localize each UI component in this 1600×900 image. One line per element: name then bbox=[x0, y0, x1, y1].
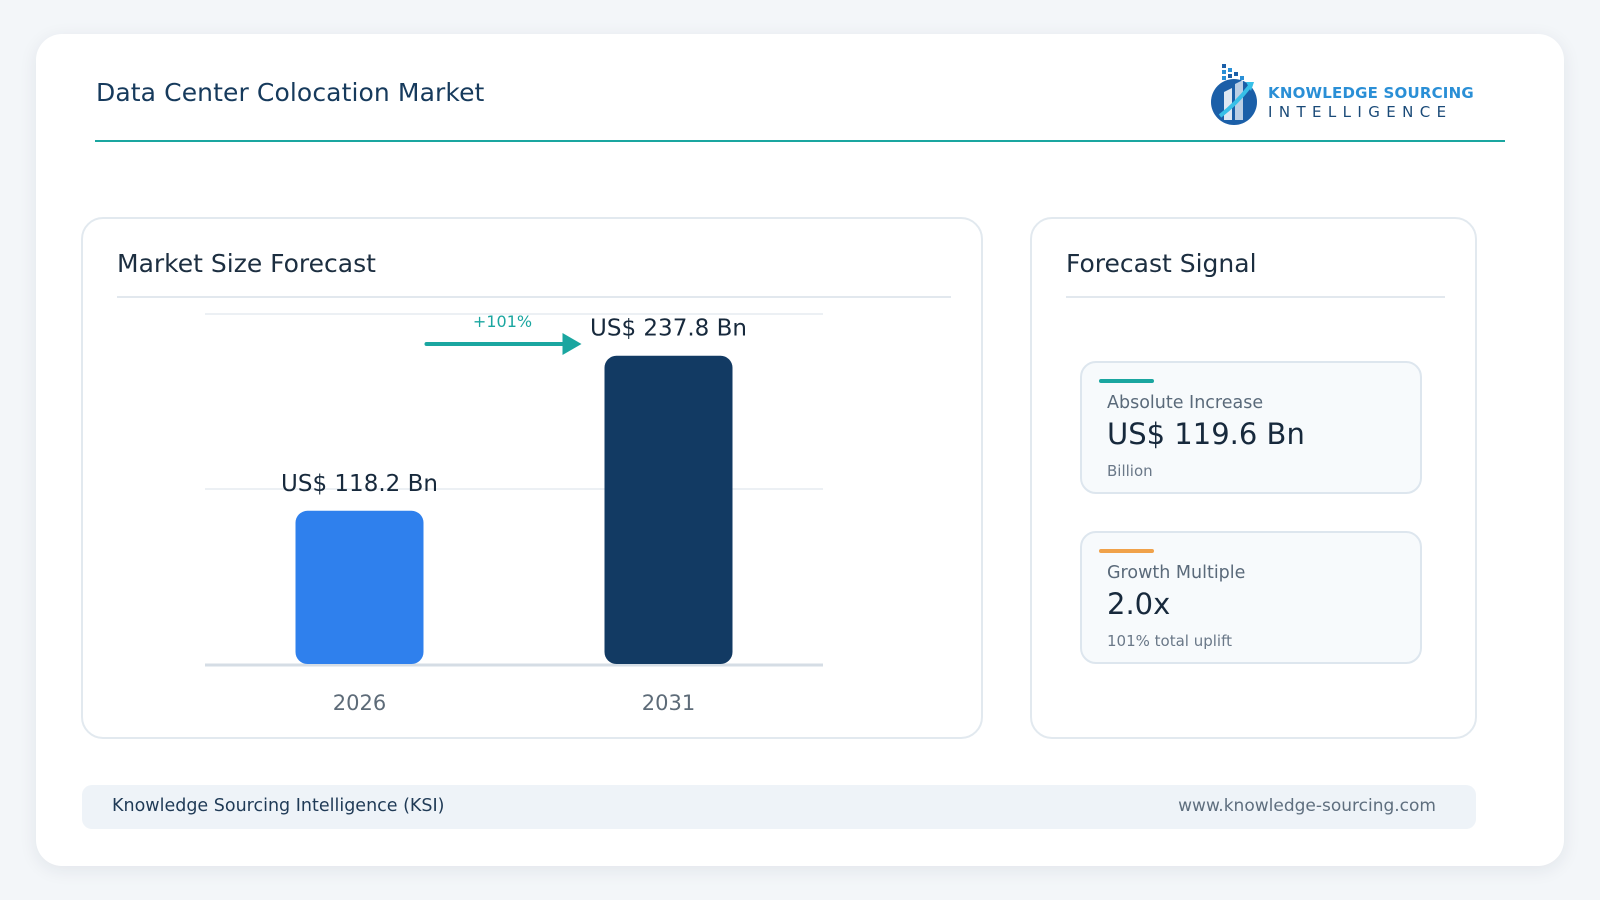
logo-text-primary: KNOWLEDGE SOURCING bbox=[1268, 84, 1474, 102]
growth-annotation-label: +101% bbox=[473, 312, 532, 331]
title-divider bbox=[95, 140, 1505, 142]
footer-company: Knowledge Sourcing Intelligence (KSI) bbox=[112, 796, 445, 816]
growth-multiple-card: Growth Multiple 2.0x 101% total uplift bbox=[1080, 531, 1422, 664]
bar-2031 bbox=[604, 355, 733, 664]
footer-website-link[interactable]: www.knowledge-sourcing.com bbox=[1178, 796, 1436, 816]
forecast-signal-title: Forecast Signal bbox=[1066, 249, 1257, 278]
market-size-divider bbox=[117, 296, 951, 298]
stat-value: US$ 119.6 Bn bbox=[1107, 417, 1305, 451]
market-size-panel: Market Size Forecast US$ 118.2 Bn 2026 US$… bbox=[81, 217, 983, 739]
stat-label: Absolute Increase bbox=[1107, 393, 1264, 413]
stat-accent-bar bbox=[1099, 379, 1154, 383]
stat-accent-bar bbox=[1099, 549, 1154, 553]
ksi-logo: KNOWLEDGE SOURCING INTELLIGENCE bbox=[1210, 60, 1474, 130]
bar-value-label: US$ 118.2 Bn bbox=[281, 471, 438, 497]
stat-sub: Billion bbox=[1107, 462, 1153, 480]
stat-value: 2.0x bbox=[1107, 587, 1171, 621]
absolute-increase-card: Absolute Increase US$ 119.6 Bn Billion bbox=[1080, 361, 1422, 494]
stat-sub: 101% total uplift bbox=[1107, 632, 1232, 650]
footer-bar: Knowledge Sourcing Intelligence (KSI) ww… bbox=[82, 785, 1476, 829]
x-tick-label: 2031 bbox=[642, 691, 695, 715]
page-title: Data Center Colocation Market bbox=[96, 78, 485, 107]
market-size-title: Market Size Forecast bbox=[117, 249, 376, 278]
stat-label: Growth Multiple bbox=[1107, 563, 1246, 583]
forecast-signal-panel: Forecast Signal Absolute Increase US$ 11… bbox=[1030, 217, 1477, 739]
x-tick-label: 2026 bbox=[333, 691, 386, 715]
bar-chart: US$ 118.2 Bn 2026 US$ 237.8 Bn 2031 +101% bbox=[205, 312, 823, 715]
logo-icon bbox=[1211, 64, 1257, 125]
growth-arrow-head bbox=[562, 333, 582, 355]
bar-value-label: US$ 237.8 Bn bbox=[590, 316, 747, 342]
bar-2026 bbox=[295, 510, 424, 664]
forecast-signal-divider bbox=[1066, 296, 1445, 298]
logo-text-secondary: INTELLIGENCE bbox=[1268, 103, 1453, 121]
